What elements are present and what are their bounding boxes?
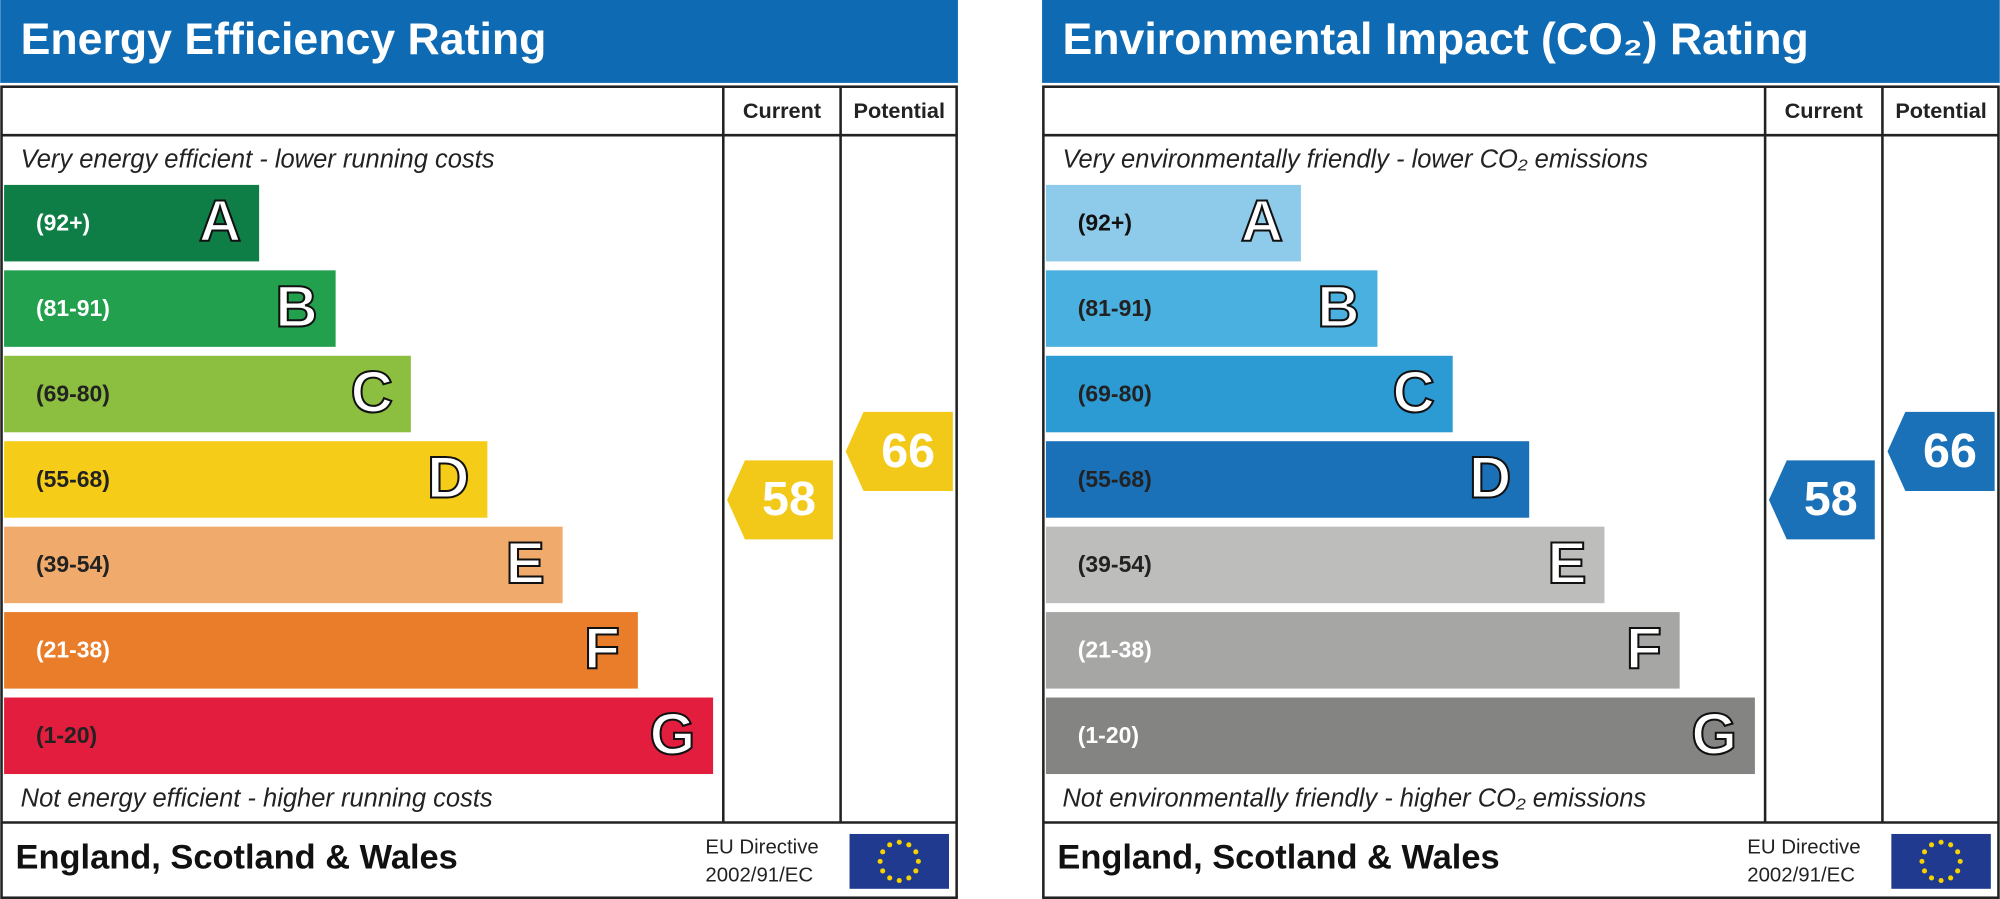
rating-panel: Energy Efficiency Rating Current Potential… xyxy=(0,0,958,899)
rating-panel: Environmental Impact (CO₂) Rating Current… xyxy=(1042,0,2000,899)
directive-text: EU Directive xyxy=(1747,836,1860,858)
eu-star xyxy=(1957,858,1963,864)
rating-band xyxy=(1045,441,1530,518)
directive-text: EU Directive xyxy=(705,836,818,858)
eu-star xyxy=(880,868,886,874)
directive-text: 2002/91/EC xyxy=(1747,864,1855,886)
band-letter: D xyxy=(427,446,469,511)
band-letter: D xyxy=(1469,446,1511,511)
band-letter: B xyxy=(1317,275,1359,340)
band-range: (92+) xyxy=(36,209,90,235)
eu-star xyxy=(1921,868,1928,874)
eu-star xyxy=(887,842,893,848)
rating-band xyxy=(4,184,260,262)
band-range: (92+) xyxy=(1078,209,1132,235)
band-letter: B xyxy=(275,275,317,340)
column-header: Potential xyxy=(854,98,945,123)
panel-title: Environmental Impact (CO₂) Rating xyxy=(1062,15,1808,64)
rating-value: 58 xyxy=(1804,472,1858,526)
eu-star xyxy=(877,858,883,864)
rating-band xyxy=(4,441,488,518)
rating-band xyxy=(4,355,411,433)
band-letter: F xyxy=(584,616,620,681)
eu-star xyxy=(913,849,919,855)
eu-star xyxy=(1928,875,1935,881)
band-range: (1-20) xyxy=(36,722,97,748)
band-letter: G xyxy=(1691,702,1737,767)
rating-band xyxy=(1045,697,1755,775)
eu-star xyxy=(880,849,886,855)
column-header: Potential xyxy=(1895,98,1986,123)
eu-star xyxy=(906,875,912,881)
rating-band xyxy=(1045,526,1605,604)
band-range: (21-38) xyxy=(36,637,110,663)
rating-arrow xyxy=(727,460,833,540)
rating-arrow xyxy=(1768,460,1875,540)
eu-star xyxy=(913,868,919,874)
rating-value: 66 xyxy=(1923,424,1977,478)
column-header: Current xyxy=(743,98,821,123)
eu-star xyxy=(906,842,912,848)
rating-band xyxy=(1045,355,1453,433)
rating-value: 58 xyxy=(762,472,816,526)
band-letter: A xyxy=(199,189,241,254)
footer-text: England, Scotland & Wales xyxy=(1057,839,1499,877)
eu-star xyxy=(1938,839,1944,845)
band-range: (39-54) xyxy=(36,551,110,577)
band-range: (55-68) xyxy=(36,466,110,492)
rating-value: 66 xyxy=(881,424,935,478)
rating-arrow xyxy=(1887,411,1995,491)
band-letter: E xyxy=(506,531,545,596)
eu-star xyxy=(1938,877,1944,884)
eu-star xyxy=(1948,842,1954,848)
eu-star xyxy=(1921,849,1928,855)
eu-star xyxy=(1955,868,1961,874)
top-note: Very environmentally friendly - lower CO… xyxy=(1062,145,1648,173)
rating-band xyxy=(4,612,638,689)
band-range: (69-80) xyxy=(36,380,110,406)
band-letter: A xyxy=(1241,189,1283,254)
band-range: (39-54) xyxy=(1078,551,1152,577)
eu-star xyxy=(1955,849,1961,855)
rating-band xyxy=(4,270,336,347)
band-letter: C xyxy=(1392,360,1434,425)
top-note: Very energy efficient - lower running co… xyxy=(21,145,495,173)
header-bar xyxy=(0,0,958,83)
band-range: (55-68) xyxy=(1078,466,1152,492)
rating-band xyxy=(4,697,714,775)
band-range: (81-91) xyxy=(1078,295,1152,321)
rating-band xyxy=(1045,270,1378,347)
eu-star xyxy=(1948,875,1954,881)
band-letter: E xyxy=(1547,531,1586,596)
eu-star xyxy=(896,877,902,884)
bottom-note: Not environmentally friendly - higher CO… xyxy=(1062,784,1646,812)
eu-star xyxy=(915,858,921,864)
rating-band xyxy=(1045,612,1680,689)
rating-band xyxy=(1045,184,1301,262)
band-letter: C xyxy=(351,360,393,425)
column-header: Current xyxy=(1785,98,1863,123)
panel-title: Energy Efficiency Rating xyxy=(21,15,547,64)
eu-star xyxy=(896,839,902,845)
eu-star xyxy=(1919,858,1925,864)
band-range: (81-91) xyxy=(36,295,110,321)
rating-arrow xyxy=(845,411,953,491)
band-letter: G xyxy=(650,702,696,767)
directive-text: 2002/91/EC xyxy=(705,864,813,886)
header-bar xyxy=(1042,0,2000,83)
footer-text: England, Scotland & Wales xyxy=(16,839,458,877)
band-range: (69-80) xyxy=(1078,380,1152,406)
band-letter: F xyxy=(1626,616,1662,681)
band-range: (21-38) xyxy=(1078,637,1152,663)
eu-star xyxy=(1928,842,1935,848)
band-range: (1-20) xyxy=(1078,722,1139,748)
rating-band xyxy=(4,526,563,604)
eu-star xyxy=(887,875,893,881)
bottom-note: Not energy efficient - higher running co… xyxy=(21,784,493,812)
